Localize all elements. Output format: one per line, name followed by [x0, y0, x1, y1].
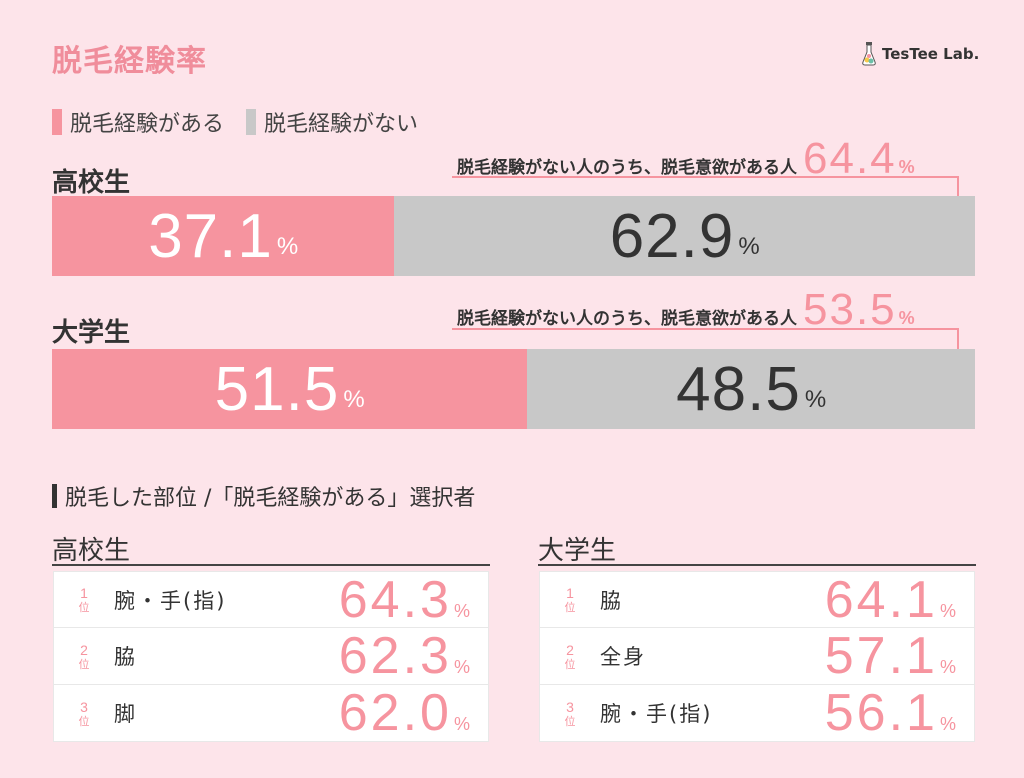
rank-suffix: 位 — [564, 601, 576, 614]
rank-suffix: 位 — [78, 657, 90, 671]
bar-value-label: 37.1 — [148, 201, 273, 271]
chart-legend: 脱毛経験がある 脱毛経験がない — [52, 106, 440, 138]
rank-digit: 1 — [566, 585, 574, 601]
ranking-title-text: 脱毛した部位 /「脱毛経験がある」選択者 — [65, 486, 476, 511]
brand-logo: TesTee Lab. — [862, 42, 979, 66]
rank-value: 64.1% — [825, 570, 974, 630]
ranking-section-title: 脱毛した部位 /「脱毛経験がある」選択者 — [52, 480, 475, 512]
legend-item-yes: 脱毛経験がある — [52, 106, 224, 138]
callout-percent: % — [898, 308, 915, 328]
rank-suffix: 位 — [564, 657, 576, 671]
callout-value: 64.4 — [803, 134, 897, 183]
legend-item-no: 脱毛経験がない — [246, 106, 418, 138]
rank-value-number: 57.1 — [824, 627, 938, 685]
rank-digit: 2 — [566, 641, 574, 658]
group-label-university: 大学生 — [52, 318, 131, 348]
rank-item: 腕・手(指) — [114, 588, 227, 613]
bar-percent-label: % — [738, 233, 760, 260]
rank-suffix: 位 — [564, 714, 576, 728]
rank-digit: 3 — [566, 698, 574, 715]
callout-percent: % — [898, 157, 915, 177]
rank-value-percent: % — [939, 657, 956, 677]
rank-value-percent: % — [453, 657, 470, 677]
legend-swatch-no — [246, 109, 257, 135]
callout-highschool: 脱毛経験がない人のうち、脱毛意欲がある人 64.4 % — [457, 134, 915, 184]
bar-percent-label: % — [276, 233, 299, 260]
legend-label-yes: 脱毛経験がある — [70, 112, 225, 137]
rank-value-number: 64.3 — [338, 570, 452, 629]
callout-text: 脱毛経験がない人のうち、脱毛意欲がある人 — [457, 309, 797, 329]
rank-digit: 3 — [80, 698, 88, 715]
rank-suffix: 位 — [78, 714, 90, 728]
legend-swatch-yes — [52, 109, 62, 135]
group-label-highschool: 高校生 — [52, 168, 131, 198]
rank-value-number: 62.3 — [338, 627, 452, 685]
rank-value: 56.1% — [825, 683, 974, 743]
ranking-divider — [538, 564, 976, 566]
bar-segment-no: 62.9 % — [394, 196, 975, 276]
bar-value-label: 51.5 — [214, 354, 340, 424]
stacked-bar-highschool: 37.1 % 62.9 % — [52, 196, 975, 276]
rank-item: 全身 — [600, 645, 646, 669]
rank-item: 脇 — [114, 645, 137, 669]
rank-digit: 2 — [80, 641, 88, 658]
rank-value-number: 64.1 — [824, 570, 938, 629]
ranking-group-label-university: 大学生 — [538, 536, 617, 566]
legend-label-no: 脱毛経験がない — [264, 112, 419, 137]
section-marker — [52, 484, 57, 508]
rank-value-number: 62.0 — [338, 684, 452, 742]
bar-segment-yes: 37.1 % — [52, 196, 395, 276]
bar-percent-label: % — [804, 386, 827, 413]
callout-university: 脱毛経験がない人のうち、脱毛意欲がある人 53.5 % — [457, 285, 915, 335]
ranking-group-label-highschool: 高校生 — [52, 536, 131, 566]
rank-value-percent: % — [939, 600, 956, 621]
bar-segment-no: 48.5 % — [527, 349, 975, 429]
flask-icon — [862, 42, 876, 66]
ranking-divider — [52, 564, 490, 566]
rank-item: 脚 — [114, 702, 137, 726]
rank-value: 57.1% — [825, 626, 974, 686]
bar-segment-yes: 51.5 % — [52, 349, 528, 429]
rank-item: 腕・手(指) — [600, 702, 713, 726]
rank-item: 脇 — [600, 588, 623, 613]
logo-text: TesTee Lab. — [882, 45, 980, 63]
callout-bracket-highschool — [452, 176, 959, 198]
callout-value: 53.5 — [803, 285, 897, 334]
rank-value-percent: % — [939, 714, 956, 734]
page-title: 脱毛経験率 — [52, 44, 207, 79]
rank-value-number: 56.1 — [824, 684, 938, 742]
rank-value: 62.0% — [339, 683, 488, 743]
rank-value: 62.3% — [339, 626, 488, 686]
stacked-bar-university: 51.5 % 48.5 % — [52, 349, 975, 429]
rank-value-percent: % — [453, 714, 470, 734]
rank-digit: 1 — [80, 585, 88, 601]
bar-percent-label: % — [343, 386, 365, 413]
rank-value-percent: % — [453, 600, 470, 621]
rank-value: 64.3% — [339, 570, 488, 630]
callout-bracket-university — [452, 328, 959, 350]
callout-text: 脱毛経験がない人のうち、脱毛意欲がある人 — [457, 158, 797, 178]
rank-suffix: 位 — [78, 601, 90, 614]
bar-value-label: 62.9 — [609, 201, 735, 271]
bar-value-label: 48.5 — [676, 354, 801, 424]
